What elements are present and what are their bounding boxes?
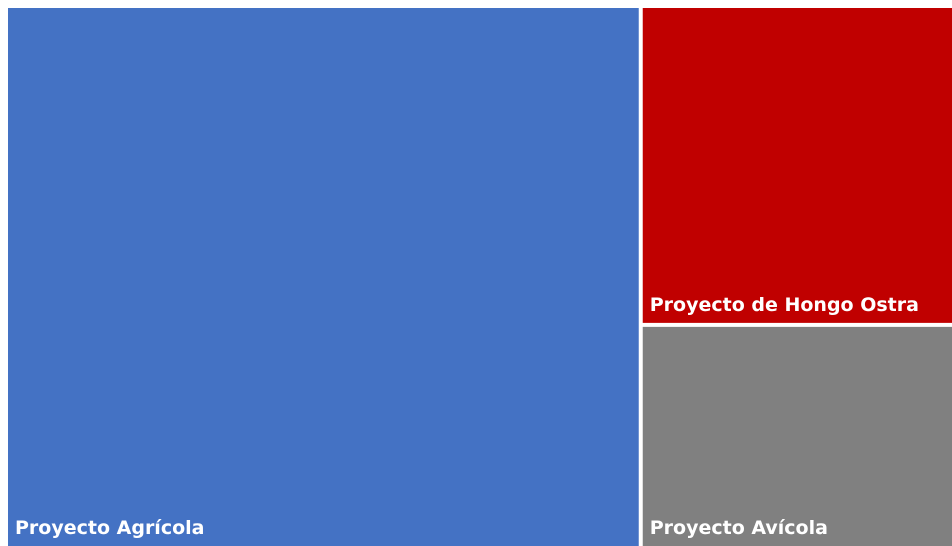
- tile-proyecto-avicola: [642, 326, 952, 546]
- tile-label-proyecto-de-hongo-ostra: Proyecto de Hongo Ostra: [650, 294, 919, 316]
- treemap-tiles: Proyecto Agrícola Proyecto de Hongo Ostra…: [8, 8, 952, 546]
- tile-proyecto-agricola: [8, 8, 639, 546]
- tile-label-proyecto-agricola: Proyecto Agrícola: [15, 517, 204, 539]
- tile-proyecto-de-hongo-ostra: [642, 8, 952, 323]
- tile-label-proyecto-avicola: Proyecto Avícola: [650, 517, 828, 539]
